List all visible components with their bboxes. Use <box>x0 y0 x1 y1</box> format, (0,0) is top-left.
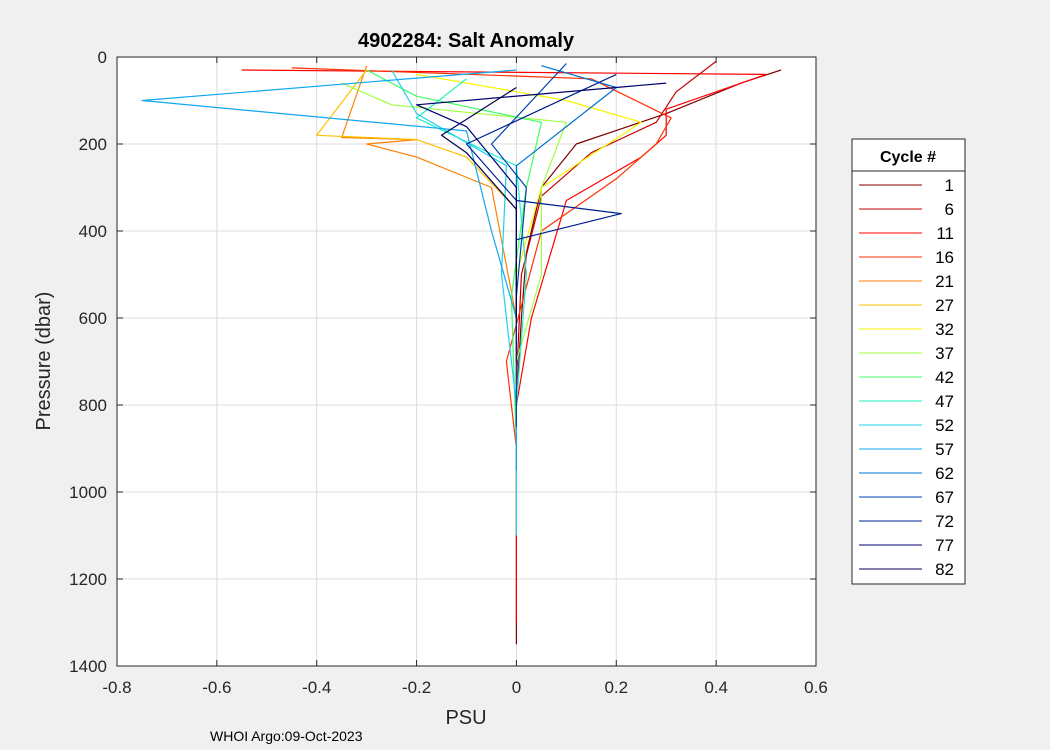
x-tick-label: -0.8 <box>102 678 131 697</box>
footnote: WHOI Argo:09-Oct-2023 <box>210 728 363 744</box>
plot-frame <box>116 56 817 667</box>
y-tick-label: 400 <box>79 222 107 241</box>
x-tick-label: -0.6 <box>202 678 231 697</box>
legend-label-cycle-16: 16 <box>935 248 954 267</box>
legend-label-cycle-47: 47 <box>935 392 954 411</box>
y-axis-label: Pressure (dbar) <box>33 292 55 431</box>
series-line-cycle-21 <box>341 65 518 449</box>
legend-label-cycle-6: 6 <box>945 200 954 219</box>
y-tick-label: 1400 <box>69 657 107 676</box>
series-line-cycle-42 <box>366 69 543 449</box>
y-tick-label: 200 <box>79 135 107 154</box>
x-axis-ticks: -0.8 -0.6 -0.4 -0.2 0 0.2 0.4 0.6 <box>102 57 828 697</box>
legend-label-cycle-37: 37 <box>935 344 954 363</box>
legend-label-cycle-42: 42 <box>935 368 954 387</box>
legend-box <box>851 138 966 585</box>
legend-label-cycle-21: 21 <box>935 272 954 291</box>
legend-label-cycle-77: 77 <box>935 536 954 555</box>
y-tick-label: 1000 <box>69 483 107 502</box>
legend-label-cycle-67: 67 <box>935 488 954 507</box>
x-tick-label: 0.6 <box>804 678 828 697</box>
legend-label-cycle-57: 57 <box>935 440 954 459</box>
legend-label-cycle-32: 32 <box>935 320 954 339</box>
y-tick-label: 1200 <box>69 570 107 589</box>
x-tick-label: 0.2 <box>604 678 628 697</box>
y-tick-label: 0 <box>98 48 107 67</box>
x-tick-label: 0.4 <box>704 678 728 697</box>
legend-label-cycle-72: 72 <box>935 512 954 531</box>
legend-label-cycle-11: 11 <box>936 224 954 243</box>
series-lines <box>141 60 782 645</box>
y-tick-label: 800 <box>79 396 107 415</box>
legend-title: Cycle # <box>880 149 936 166</box>
x-tick-label: -0.2 <box>402 678 431 697</box>
legend-label-cycle-27: 27 <box>935 296 954 315</box>
legend-label-cycle-62: 62 <box>935 464 954 483</box>
series-line-cycle-6 <box>515 60 717 471</box>
chart-title: 4902284: Salt Anomaly <box>358 30 575 52</box>
series-line-cycle-82 <box>440 86 518 318</box>
legend-label-cycle-52: 52 <box>935 416 954 435</box>
legend-label-cycle-82: 82 <box>935 560 954 579</box>
y-axis-ticks: 0 200 400 600 800 1000 1200 1400 <box>69 48 816 676</box>
x-tick-label: 0 <box>512 678 521 697</box>
legend-label-cycle-1: 1 <box>945 176 954 195</box>
x-tick-label: -0.4 <box>302 678 331 697</box>
y-tick-label: 600 <box>79 309 107 328</box>
x-axis-label: PSU <box>445 707 486 729</box>
plot-area <box>117 57 816 666</box>
